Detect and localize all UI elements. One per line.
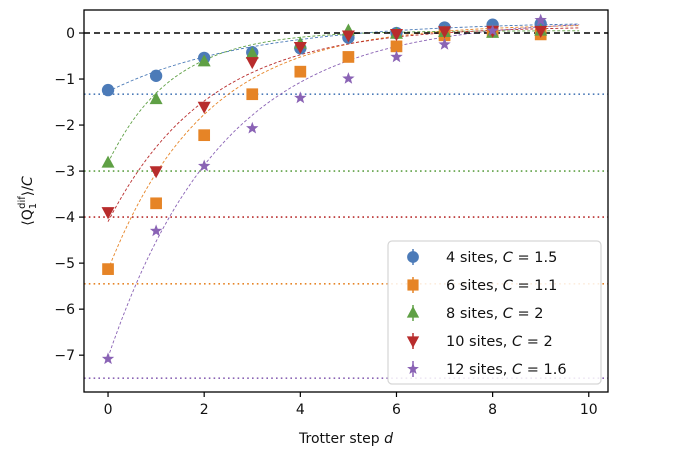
data-point-square [390,40,403,53]
data-point-star [342,72,355,84]
fit-curve [107,23,580,92]
data-point-square [102,263,114,275]
legend-item: 12 sites, C = 1.6 [407,361,567,378]
x-tick-label: 0 [104,402,113,418]
data-point-circle [101,83,115,97]
data-point-triangle-down [534,25,548,38]
y-tick-label: −2 [54,118,75,134]
fit-curve [107,30,580,164]
data-point-triangle-down [389,29,403,42]
legend-label: 12 sites, C = 1.6 [446,362,567,378]
data-point-star [486,24,499,36]
legend-item: 4 sites, C = 1.5 [407,249,557,266]
y-tick-label: −4 [54,210,75,226]
data-point-triangle-down [293,41,307,54]
x-axis-label-var: d [384,431,393,447]
y-axis-label: ⟨Q1dif⟩/C [17,176,39,226]
data-point-triangle-up [101,155,115,168]
data-point-triangle-up [149,92,163,105]
x-tick-label: 6 [392,402,401,418]
data-point-triangle-down [149,166,163,179]
y-tick-label: −5 [54,256,75,272]
data-point-star [534,13,547,26]
x-tick-label: 10 [580,402,598,418]
legend-label: 10 sites, C = 2 [446,334,553,350]
data-point-star [438,38,451,50]
legend-item: 10 sites, C = 2 [406,333,553,350]
data-point-square [407,279,419,291]
data-point-square [150,197,162,210]
legend-box [387,240,602,385]
data-point-square [342,51,355,63]
data-point-star [294,91,307,104]
legend-item: 8 sites, C = 2 [406,305,544,322]
data-point-triangle-up [197,54,211,67]
x-tick-label: 8 [488,402,497,418]
data-point-triangle-down [245,57,259,70]
legend-label: 4 sites, C = 1.5 [446,250,557,266]
data-point-circle [407,251,419,263]
data-point-circle [149,69,163,82]
y-tick-label: 0 [66,26,75,42]
y-tick-label: −3 [54,164,75,180]
asymptote-lines [84,93,608,379]
data-point-triangle-down [438,26,452,39]
data-point-star [246,121,259,134]
data-point-star [390,50,403,63]
y-tick-label: −1 [54,72,75,88]
x-axis-ticks: 0 2 4 6 8 10 [104,392,598,418]
x-tick-label: 2 [200,402,209,418]
x-axis-label: Trotter step d [298,431,393,447]
legend-label: 6 sites, C = 1.1 [446,278,557,294]
legend-label: 8 sites, C = 2 [446,306,544,322]
legend: 4 sites, C = 1.5 6 sites, C = 1.1 8 sites,… [387,240,602,385]
data-point-square [246,88,259,101]
data-point-star [198,159,211,172]
y-tick-label: −7 [54,348,75,364]
data-point-triangle-down [406,336,420,348]
data-point-triangle-down [341,30,355,43]
data-point-triangle-down [197,101,211,114]
data-point-triangle-up [406,306,420,318]
x-tick-label: 4 [296,402,305,418]
data-point-square [294,65,307,78]
data-point-triangle-down [101,207,115,220]
legend-item: 6 sites, C = 1.1 [407,277,557,294]
data-point-star [407,362,419,374]
data-points [101,13,548,365]
y-tick-label: −6 [54,302,75,318]
data-point-triangle-up [245,46,259,59]
x-axis-label-text: Trotter step [298,431,380,447]
data-point-square [198,129,211,142]
data-point-star [101,352,115,365]
axes-frame [83,9,609,393]
data-point-star [149,224,163,237]
y-axis-ticks: 0 −1 −2 −3 −4 −5 −6 −7 [54,26,84,364]
